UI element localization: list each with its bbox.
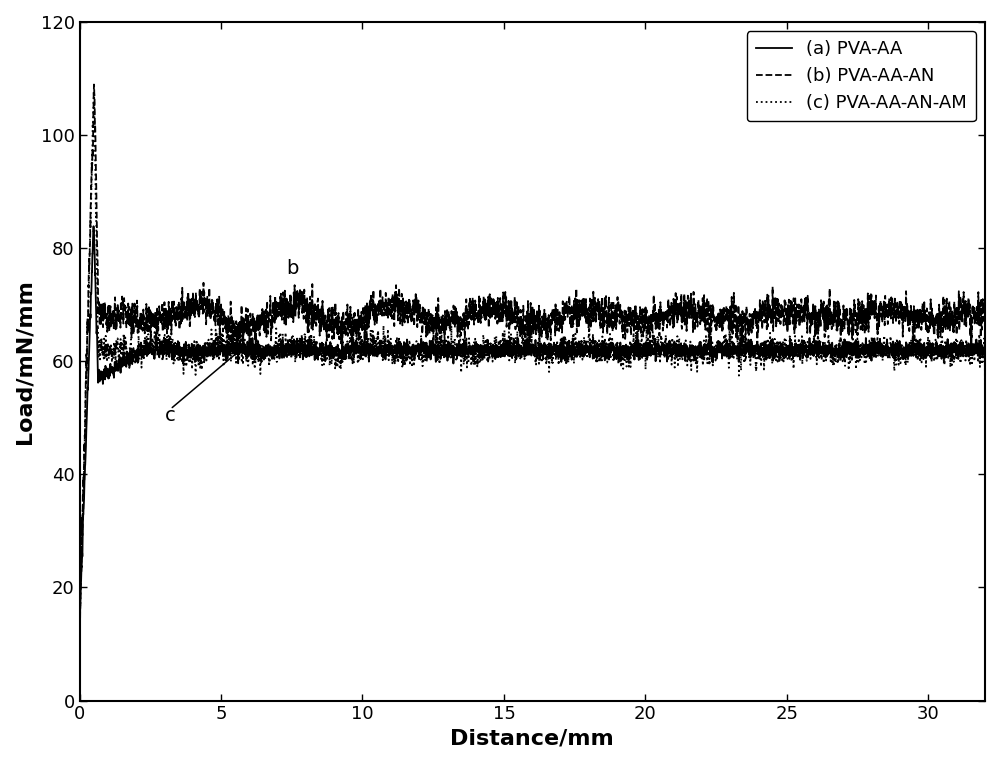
Legend: (a) PVA-AA, (b) PVA-AA-AN, (c) PVA-AA-AN-AM: (a) PVA-AA, (b) PVA-AA-AN, (c) PVA-AA-AN… bbox=[747, 31, 976, 121]
Line: (b) PVA-AA-AN: (b) PVA-AA-AN bbox=[80, 85, 985, 645]
Text: b: b bbox=[286, 259, 298, 277]
(a) PVA-AA bbox=[74, 641, 86, 650]
X-axis label: Distance/mm: Distance/mm bbox=[450, 729, 614, 749]
(c) PVA-AA-AN-AM bbox=[787, 355, 799, 364]
(c) PVA-AA-AN-AM bbox=[317, 353, 329, 362]
(a) PVA-AA bbox=[317, 344, 329, 353]
(b) PVA-AA-AN bbox=[317, 298, 329, 307]
(c) PVA-AA-AN-AM bbox=[88, 87, 100, 96]
(c) PVA-AA-AN-AM bbox=[307, 346, 319, 355]
Y-axis label: Load/mN/mm: Load/mN/mm bbox=[15, 279, 35, 444]
(b) PVA-AA-AN bbox=[88, 80, 100, 89]
(b) PVA-AA-AN bbox=[182, 287, 194, 296]
(b) PVA-AA-AN bbox=[979, 434, 991, 443]
(b) PVA-AA-AN bbox=[155, 315, 167, 324]
(c) PVA-AA-AN-AM bbox=[214, 330, 226, 339]
(a) PVA-AA bbox=[155, 345, 167, 354]
Line: (c) PVA-AA-AN-AM: (c) PVA-AA-AN-AM bbox=[80, 92, 985, 649]
(c) PVA-AA-AN-AM bbox=[155, 338, 167, 348]
(a) PVA-AA bbox=[214, 349, 226, 358]
(a) PVA-AA bbox=[787, 349, 799, 358]
(a) PVA-AA bbox=[88, 222, 100, 231]
(a) PVA-AA bbox=[182, 346, 194, 355]
(c) PVA-AA-AN-AM bbox=[182, 349, 194, 358]
Text: c: c bbox=[164, 406, 175, 425]
(b) PVA-AA-AN bbox=[307, 312, 319, 322]
(c) PVA-AA-AN-AM bbox=[979, 469, 991, 478]
(b) PVA-AA-AN bbox=[787, 317, 799, 326]
(a) PVA-AA bbox=[307, 348, 319, 358]
Text: a: a bbox=[255, 341, 267, 360]
(b) PVA-AA-AN bbox=[74, 640, 86, 649]
(b) PVA-AA-AN bbox=[214, 314, 226, 323]
(c) PVA-AA-AN-AM bbox=[74, 644, 86, 653]
Line: (a) PVA-AA: (a) PVA-AA bbox=[80, 226, 985, 646]
(a) PVA-AA bbox=[979, 456, 991, 465]
